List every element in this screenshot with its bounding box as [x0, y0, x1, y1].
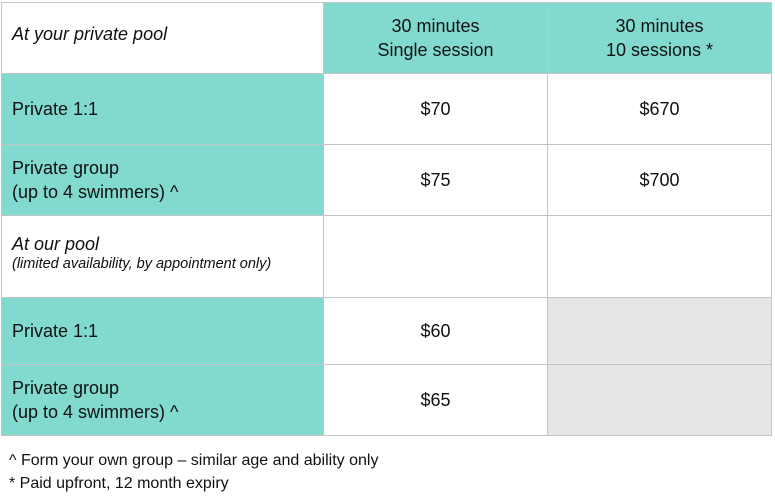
price-cell-single: $70	[323, 73, 548, 145]
row-label-line1: Private group	[12, 158, 120, 178]
row-label: Private 1:1	[12, 321, 99, 341]
column-header-line2: 10 sessions *	[605, 40, 714, 60]
corner-header-cell: At your private pool	[1, 2, 324, 74]
empty-cell	[323, 215, 548, 298]
row-label-private-1to1: Private 1:1	[1, 297, 324, 365]
section-title: At our pool	[12, 233, 100, 254]
table-row-private-pool-1to1: Private 1:1 $70 $670	[1, 73, 772, 145]
pricing-table: At your private pool 30 minutes Single s…	[1, 2, 772, 436]
table-row-our-pool-group: Private group (up to 4 swimmers) ^ $65	[1, 364, 772, 436]
price-value: $700	[639, 169, 680, 190]
price-value: $65	[420, 389, 451, 410]
price-cell-single: $65	[323, 364, 548, 436]
row-label: Private 1:1	[12, 99, 99, 119]
row-label-private-group: Private group (up to 4 swimmers) ^	[1, 364, 324, 436]
section-row-our-pool: At our pool (limited availability, by ap…	[1, 215, 772, 298]
row-label-line1: Private group	[12, 378, 120, 398]
price-cell-single: $60	[323, 297, 548, 365]
column-header-line1: 30 minutes	[391, 16, 480, 36]
price-value: $75	[420, 169, 451, 190]
column-header-single-session: 30 minutes Single session	[323, 2, 548, 74]
footnote-payment: * Paid upfront, 12 month expiry	[9, 475, 229, 492]
section-subtitle: (limited availability, by appointment on…	[12, 255, 272, 272]
section-header-cell: At our pool (limited availability, by ap…	[1, 215, 324, 298]
header-row: At your private pool 30 minutes Single s…	[1, 2, 772, 74]
price-cell-pack: $700	[547, 144, 772, 216]
price-value: $670	[639, 98, 680, 119]
unavailable-cell	[547, 297, 772, 365]
footnotes: ^ Form your own group – similar age and …	[9, 449, 378, 495]
footnote-group: ^ Form your own group – similar age and …	[9, 452, 379, 469]
corner-header-label: At your private pool	[12, 24, 168, 44]
row-label-private-group: Private group (up to 4 swimmers) ^	[1, 144, 324, 216]
unavailable-cell	[547, 364, 772, 436]
row-label-line2: (up to 4 swimmers) ^	[12, 182, 179, 202]
table-row-private-pool-group: Private group (up to 4 swimmers) ^ $75 $…	[1, 144, 772, 216]
column-header-line2: Single session	[377, 40, 494, 60]
column-header-10-sessions: 30 minutes 10 sessions *	[547, 2, 772, 74]
price-value: $60	[420, 320, 451, 341]
column-header-line1: 30 minutes	[615, 16, 704, 36]
row-label-line2: (up to 4 swimmers) ^	[12, 402, 179, 422]
table-row-our-pool-1to1: Private 1:1 $60	[1, 297, 772, 365]
row-label-private-1to1: Private 1:1	[1, 73, 324, 145]
empty-cell	[547, 215, 772, 298]
price-value: $70	[420, 98, 451, 119]
price-cell-pack: $670	[547, 73, 772, 145]
price-cell-single: $75	[323, 144, 548, 216]
